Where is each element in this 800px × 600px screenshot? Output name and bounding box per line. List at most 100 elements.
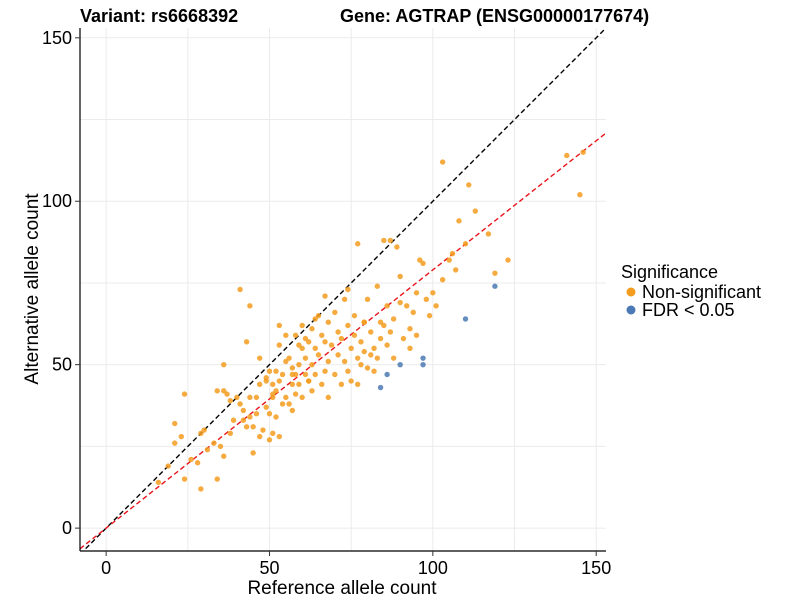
data-point-non-significant: [358, 339, 364, 345]
data-point-non-significant: [299, 345, 305, 352]
reference-lines: [80, 28, 606, 551]
data-point-non-significant: [276, 342, 282, 348]
data-point-non-significant: [279, 371, 286, 378]
data-point-non-significant: [564, 152, 570, 159]
data-point-non-significant: [358, 361, 364, 368]
data-point-non-significant: [371, 345, 377, 352]
grid: [80, 28, 606, 551]
data-point-non-significant: [335, 352, 341, 358]
data-point-non-significant: [234, 394, 240, 401]
data-point-non-significant: [384, 342, 390, 348]
data-point-non-significant: [397, 299, 403, 306]
data-point-non-significant: [198, 430, 204, 437]
data-point-non-significant: [325, 358, 331, 365]
data-point-non-significant: [305, 378, 312, 384]
data-point-non-significant: [368, 329, 374, 335]
data-point-non-significant: [276, 322, 282, 329]
y-axis-title: Alternative allele count: [22, 193, 43, 385]
data-point-non-significant: [420, 260, 426, 267]
data-point-non-significant: [309, 388, 315, 394]
data-point-non-significant: [449, 250, 456, 257]
data-point-non-significant: [172, 420, 178, 427]
data-point-non-significant: [430, 290, 436, 296]
data-point-non-significant: [194, 460, 201, 466]
data-point-non-significant: [283, 332, 289, 338]
data-point-non-significant: [250, 424, 256, 430]
data-point-non-significant: [345, 322, 351, 329]
chart-title-variant: Variant: rs6668392: [80, 6, 238, 26]
data-point-non-significant: [417, 257, 423, 263]
data-point-non-significant: [407, 345, 413, 352]
data-point-non-significant: [335, 329, 341, 335]
data-point-non-significant: [256, 381, 263, 387]
x-tick-label: 0: [101, 558, 111, 578]
data-point-non-significant: [221, 388, 227, 394]
data-point-fdr: [462, 316, 469, 322]
data-point-non-significant: [273, 414, 279, 420]
data-point-non-significant: [456, 218, 462, 224]
data-point-non-significant: [351, 332, 358, 338]
data-point-non-significant: [296, 381, 302, 387]
data-point-non-significant: [413, 332, 420, 338]
data-point-non-significant: [198, 486, 204, 492]
legend-key-non-significant: [626, 287, 636, 297]
data-point-non-significant: [266, 368, 273, 374]
data-point-non-significant: [227, 397, 233, 404]
data-point-non-significant: [315, 312, 322, 319]
data-point-non-significant: [505, 257, 511, 263]
data-point-non-significant: [433, 303, 439, 309]
data-point-non-significant: [381, 322, 387, 329]
data-points: [155, 149, 586, 492]
data-point-non-significant: [289, 365, 296, 371]
data-point-non-significant: [270, 430, 276, 437]
data-point-fdr: [397, 361, 403, 368]
axes: 0 50 100 150 0 50 100 150: [42, 28, 611, 578]
data-point-non-significant: [368, 352, 374, 358]
data-point-non-significant: [292, 332, 299, 338]
data-point-non-significant: [355, 355, 361, 361]
data-point-non-significant: [240, 407, 247, 414]
data-point-non-significant: [485, 231, 492, 237]
data-point-non-significant: [332, 309, 338, 316]
data-point-non-significant: [263, 378, 269, 384]
data-point-non-significant: [292, 391, 299, 397]
data-point-non-significant: [221, 361, 227, 368]
data-point-non-significant: [472, 208, 479, 214]
data-point-non-significant: [381, 237, 387, 244]
data-point-non-significant: [319, 332, 325, 338]
data-point-non-significant: [286, 401, 292, 407]
data-point-non-significant: [279, 401, 286, 407]
data-point-non-significant: [309, 361, 315, 368]
x-tick-label: 100: [418, 558, 448, 578]
data-point-non-significant: [270, 381, 276, 387]
data-point-non-significant: [492, 270, 498, 276]
y-tick-label: 150: [42, 28, 72, 48]
data-point-non-significant: [348, 378, 354, 384]
data-point-non-significant: [364, 365, 371, 371]
data-point-non-significant: [155, 479, 162, 486]
data-point-non-significant: [387, 237, 394, 244]
data-point-non-significant: [204, 446, 211, 453]
data-point-non-significant: [296, 361, 302, 368]
data-point-non-significant: [309, 326, 315, 332]
data-point-non-significant: [181, 476, 188, 482]
data-point-non-significant: [384, 303, 390, 309]
data-point-non-significant: [410, 309, 416, 316]
data-point-non-significant: [355, 241, 361, 247]
data-point-non-significant: [577, 192, 583, 198]
legend-label-fdr: FDR < 0.05: [642, 300, 735, 320]
data-point-non-significant: [319, 381, 325, 387]
data-point-non-significant: [283, 394, 289, 401]
data-point-non-significant: [237, 286, 243, 293]
chart-title-gene: Gene: AGTRAP (ENSG00000177674): [340, 6, 649, 26]
x-tick-label: 150: [581, 558, 611, 578]
y-tick-label: 0: [62, 518, 72, 538]
data-point-non-significant: [253, 411, 260, 417]
data-point-non-significant: [305, 339, 312, 345]
data-point-non-significant: [243, 339, 250, 345]
data-point-non-significant: [462, 241, 469, 247]
data-point-non-significant: [214, 388, 220, 394]
data-point-non-significant: [390, 316, 397, 322]
data-point-non-significant: [270, 394, 276, 401]
